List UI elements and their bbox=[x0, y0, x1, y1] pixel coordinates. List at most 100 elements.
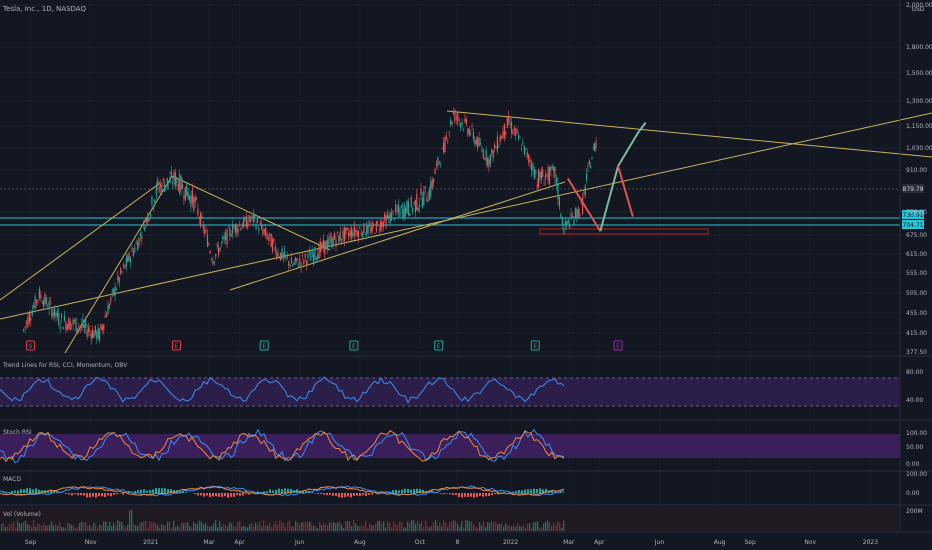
candle-body bbox=[158, 187, 160, 192]
candle-body bbox=[399, 209, 401, 217]
earnings-marker[interactable] bbox=[26, 340, 36, 351]
macd-bar bbox=[71, 493, 73, 496]
volume-bar bbox=[187, 521, 189, 531]
volume-bar bbox=[317, 527, 319, 531]
earnings-marker[interactable] bbox=[530, 340, 540, 351]
trendline-early[interactable] bbox=[0, 182, 161, 301]
candle-body bbox=[324, 240, 326, 255]
candle-body bbox=[468, 128, 470, 136]
candle-body bbox=[382, 222, 384, 228]
volume-bar bbox=[441, 526, 443, 531]
macd-bar bbox=[407, 488, 409, 493]
trendline-lower-up[interactable] bbox=[229, 181, 566, 291]
time-tick: Mar bbox=[203, 539, 215, 546]
volume-bar bbox=[375, 523, 377, 531]
candle-body bbox=[229, 228, 231, 236]
volume-bar bbox=[563, 520, 565, 531]
earnings-marker[interactable] bbox=[349, 340, 359, 351]
candle-body bbox=[563, 228, 565, 235]
candle-body bbox=[174, 172, 177, 186]
candle-body bbox=[152, 207, 154, 210]
trendlines[interactable] bbox=[0, 110, 932, 354]
macd-bar bbox=[116, 493, 118, 495]
candle-body bbox=[460, 123, 462, 128]
volume-bar bbox=[463, 527, 465, 531]
time-axis[interactable]: Sep Nov 2021 Mar Apr Jun Aug Oct 8 2022 Mar Apr Jun A… bbox=[25, 539, 878, 546]
candle-body bbox=[509, 123, 511, 125]
volume-bar bbox=[5, 526, 7, 531]
macd-bar bbox=[440, 493, 442, 494]
volume-bar bbox=[531, 527, 533, 531]
volume-bar bbox=[251, 523, 253, 531]
volume-bar bbox=[529, 523, 531, 531]
candle-body bbox=[216, 244, 218, 247]
price-axis[interactable]: 2,000.00 1,800.00 1,500.00 1,300.00 1,150.00… bbox=[906, 2, 932, 356]
volume-bar bbox=[535, 522, 537, 531]
earnings-marker[interactable] bbox=[259, 340, 269, 351]
volume-bar bbox=[525, 527, 527, 531]
macd-bar bbox=[146, 490, 148, 493]
trendline-upper-down[interactable] bbox=[446, 110, 932, 158]
candle-body bbox=[111, 290, 113, 292]
projection-down-path[interactable] bbox=[566, 177, 602, 232]
macd-bar bbox=[563, 492, 565, 493]
macd-bar bbox=[179, 491, 181, 493]
volume-bar bbox=[351, 526, 353, 531]
price-tick: 1,030.00 bbox=[906, 145, 932, 152]
earnings-marker[interactable] bbox=[171, 340, 181, 351]
candle-body bbox=[172, 182, 174, 184]
candle-body bbox=[392, 210, 394, 212]
volume-bar bbox=[101, 525, 103, 531]
macd-bar bbox=[287, 488, 289, 493]
candle-body bbox=[349, 230, 351, 237]
candle-body bbox=[406, 200, 408, 213]
macd-bar bbox=[518, 490, 520, 493]
macd-bar bbox=[158, 488, 160, 493]
candle-body bbox=[265, 227, 267, 236]
trendline-fall-1[interactable] bbox=[171, 175, 331, 251]
macd-bar bbox=[272, 490, 274, 493]
candle-body bbox=[145, 218, 147, 223]
candle-body bbox=[52, 312, 54, 316]
volume-bar bbox=[173, 520, 175, 531]
candle-body bbox=[508, 115, 510, 123]
candle-body bbox=[222, 236, 224, 240]
earnings-marker[interactable] bbox=[613, 340, 623, 351]
candle-body bbox=[414, 199, 417, 213]
volume-tick-200m: 200M bbox=[906, 508, 923, 515]
projection-alt-down[interactable] bbox=[617, 165, 634, 217]
candle-body bbox=[431, 179, 433, 189]
projection-drawing[interactable] bbox=[566, 121, 647, 232]
trendline-long-up[interactable] bbox=[0, 112, 932, 320]
volume-bar bbox=[121, 521, 123, 531]
candle-body bbox=[114, 286, 116, 297]
candle-body bbox=[542, 169, 544, 178]
macd-bar bbox=[413, 488, 415, 493]
volume-bar bbox=[213, 523, 215, 531]
candle-body bbox=[368, 224, 371, 227]
macd-bar bbox=[98, 493, 100, 497]
volume-bar bbox=[493, 522, 495, 531]
candle-body bbox=[73, 320, 76, 322]
candle-body bbox=[528, 154, 530, 162]
earnings-marker[interactable] bbox=[434, 340, 444, 351]
candle-body bbox=[553, 166, 555, 172]
volume-bar bbox=[551, 525, 553, 531]
volume-bar bbox=[423, 526, 425, 531]
macd-bar bbox=[476, 493, 478, 497]
support-zone[interactable] bbox=[539, 228, 709, 235]
candle-body bbox=[375, 221, 377, 232]
volume-bar bbox=[9, 523, 11, 531]
candle-body bbox=[56, 310, 58, 318]
volume-bar bbox=[285, 527, 287, 531]
volume-bar bbox=[451, 521, 453, 531]
volume-bar bbox=[71, 525, 73, 531]
volume-bar bbox=[377, 520, 379, 531]
price-tick: 555.00 bbox=[906, 270, 927, 277]
projection-up-path[interactable] bbox=[599, 121, 647, 232]
volume-bar bbox=[85, 521, 87, 531]
candle-body bbox=[165, 185, 167, 188]
candle-body bbox=[59, 326, 61, 329]
